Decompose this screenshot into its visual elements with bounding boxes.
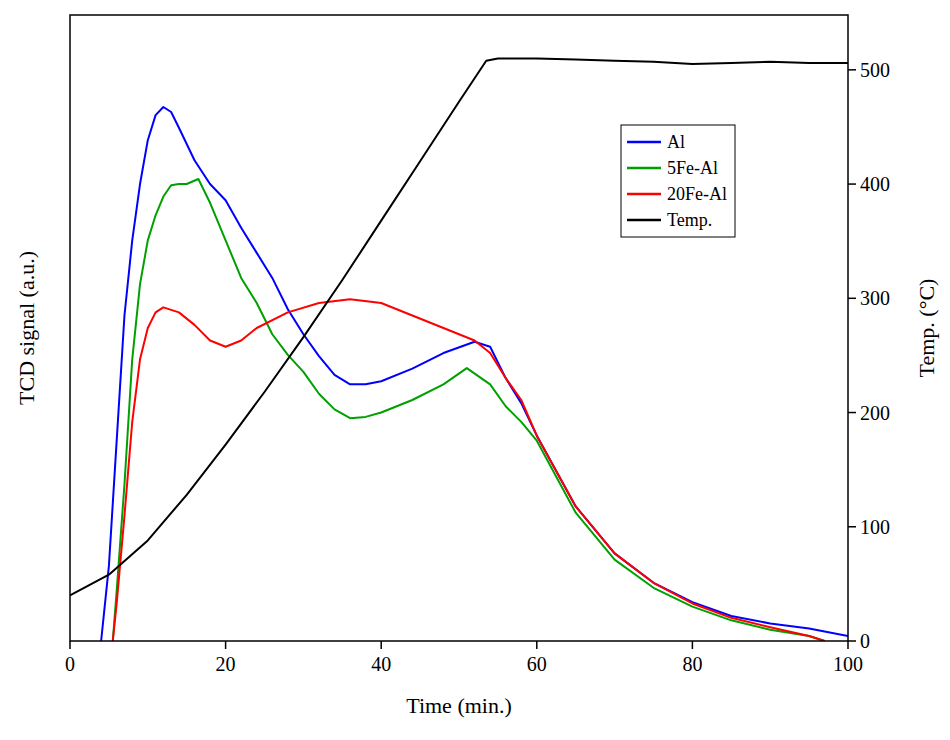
x-tick — [380, 641, 382, 649]
legend-swatch — [627, 167, 661, 170]
plot-area — [70, 58, 848, 641]
y2-tick — [848, 526, 856, 528]
y2-tick-label: 300 — [860, 287, 890, 309]
x-tick — [69, 641, 71, 649]
x-tick-label: 20 — [216, 653, 236, 675]
x-tick-label: 100 — [833, 653, 863, 675]
y2-axis-title: Temp. (°C) — [914, 279, 939, 378]
y2-tick — [848, 640, 856, 642]
legend-label: 5Fe-Al — [667, 158, 718, 178]
x-tick — [692, 641, 694, 649]
x-tick-label: 0 — [65, 653, 75, 675]
x-tick-label: 40 — [371, 653, 391, 675]
plot-frame — [70, 15, 848, 641]
x-tick-label: 80 — [682, 653, 702, 675]
legend-label: 20Fe-Al — [667, 184, 727, 204]
legend-label: Temp. — [667, 210, 712, 230]
legend-swatch — [627, 219, 661, 222]
y2-tick-label: 400 — [860, 173, 890, 195]
series-line — [113, 179, 825, 641]
y2-tick-label: 200 — [860, 402, 890, 424]
legend-label: Al — [667, 132, 685, 152]
x-tick — [847, 641, 849, 649]
legend-box — [621, 125, 735, 237]
series-line — [70, 58, 848, 595]
y2-tick-label: 100 — [860, 516, 890, 538]
y2-tick-label: 500 — [860, 59, 890, 81]
series-line — [113, 299, 825, 641]
y2-tick — [848, 183, 856, 185]
chart: 0204060801000100200300400500Time (min.)T… — [0, 0, 950, 740]
legend-swatch — [627, 141, 661, 144]
x-tick-label: 60 — [527, 653, 547, 675]
series-line — [101, 107, 848, 641]
x-axis-title: Time (min.) — [406, 693, 512, 718]
y2-tick — [848, 412, 856, 414]
x-tick — [536, 641, 538, 649]
y-axis-title: TCD signal (a.u.) — [14, 251, 39, 405]
y2-tick-label: 0 — [860, 630, 870, 652]
legend: Al 5Fe-Al 20Fe-Al Temp. — [621, 125, 735, 237]
legend-swatch — [627, 193, 661, 196]
y2-tick — [848, 69, 856, 71]
y2-tick — [848, 298, 856, 300]
x-tick — [225, 641, 227, 649]
